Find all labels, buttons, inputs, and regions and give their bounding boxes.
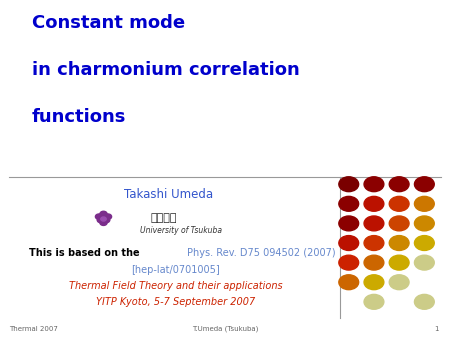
Circle shape: [389, 275, 409, 290]
Text: 筑波大学: 筑波大学: [151, 213, 177, 223]
Circle shape: [339, 196, 359, 211]
Circle shape: [414, 196, 434, 211]
Text: [hep-lat/0701005]: [hep-lat/0701005]: [131, 265, 220, 275]
Text: YITP Kyoto, 5-7 September 2007: YITP Kyoto, 5-7 September 2007: [96, 297, 255, 308]
Circle shape: [364, 177, 384, 192]
Circle shape: [414, 236, 434, 250]
Circle shape: [414, 255, 434, 270]
Text: 1: 1: [434, 326, 439, 332]
Circle shape: [364, 236, 384, 250]
Text: Phys. Rev. D75 094502 (2007): Phys. Rev. D75 094502 (2007): [187, 248, 335, 259]
Circle shape: [389, 255, 409, 270]
Circle shape: [414, 216, 434, 231]
Circle shape: [104, 214, 112, 219]
Circle shape: [100, 220, 107, 225]
Circle shape: [339, 216, 359, 231]
Circle shape: [339, 275, 359, 290]
Circle shape: [389, 216, 409, 231]
Text: T.Umeda (Tsukuba): T.Umeda (Tsukuba): [192, 325, 258, 332]
Text: Constant mode: Constant mode: [32, 14, 184, 31]
Circle shape: [389, 177, 409, 192]
Circle shape: [339, 236, 359, 250]
Circle shape: [100, 211, 107, 217]
Circle shape: [364, 275, 384, 290]
Text: Takashi Umeda: Takashi Umeda: [124, 188, 213, 200]
Circle shape: [339, 177, 359, 192]
Circle shape: [97, 217, 104, 223]
Circle shape: [414, 177, 434, 192]
Circle shape: [414, 294, 434, 309]
Text: Thermal Field Theory and their applications: Thermal Field Theory and their applicati…: [69, 281, 282, 291]
Text: This is based on the: This is based on the: [29, 248, 143, 259]
Circle shape: [364, 294, 384, 309]
Circle shape: [339, 255, 359, 270]
Circle shape: [389, 196, 409, 211]
Text: University of Tsukuba: University of Tsukuba: [140, 226, 221, 236]
Circle shape: [101, 217, 106, 221]
Circle shape: [364, 196, 384, 211]
Circle shape: [103, 217, 110, 223]
Circle shape: [364, 255, 384, 270]
Circle shape: [364, 216, 384, 231]
Circle shape: [389, 236, 409, 250]
Circle shape: [95, 214, 103, 219]
Text: Thermal 2007: Thermal 2007: [9, 326, 58, 332]
Text: in charmonium correlation: in charmonium correlation: [32, 61, 299, 79]
Text: functions: functions: [32, 108, 126, 126]
